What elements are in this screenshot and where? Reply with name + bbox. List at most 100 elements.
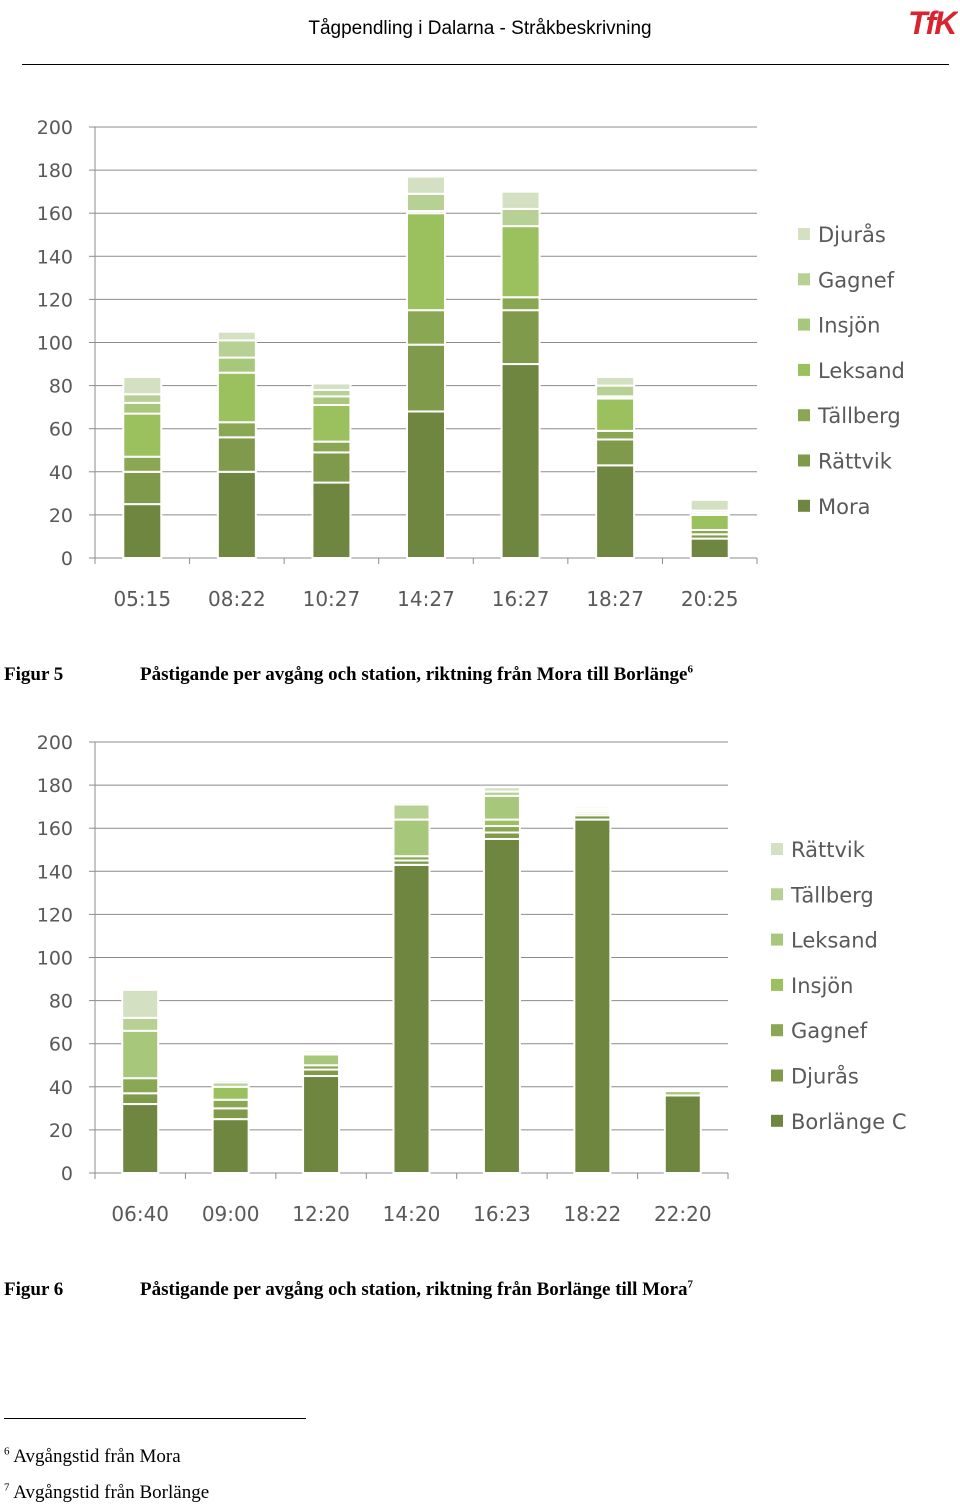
bar-segment (406, 175, 446, 195)
y-tick-label: 20 (49, 505, 73, 527)
y-tick-label: 40 (49, 1077, 73, 1099)
x-tick-label: 10:27 (303, 587, 361, 611)
header-rule (22, 64, 949, 65)
bar-segment (406, 212, 446, 312)
bar-segment (211, 1079, 250, 1084)
y-tick-label: 180 (37, 775, 73, 797)
bar-segment (311, 451, 352, 484)
chart-figur-6-svg: 0 20 40 60 80 100 120 140 160 180 200 06:40 09:00 12:… (37, 732, 907, 1226)
legend-label: Mora (818, 495, 870, 519)
bar-segment (595, 384, 636, 398)
bar-segment (689, 513, 730, 531)
bar-segment (392, 863, 431, 1175)
tfk-logo-text: TfK (908, 5, 958, 40)
bar-segment (500, 296, 541, 312)
figure-caption-text: Påstigande per avgång och station, riktn… (140, 1278, 693, 1300)
legend-label: Gagnef (791, 1019, 868, 1043)
y-tick-label: 60 (49, 419, 73, 441)
y-tick-label: 140 (37, 861, 73, 883)
bar-segment (482, 794, 521, 821)
bar-segment (595, 375, 636, 387)
legend-label: Tällberg (817, 404, 901, 428)
bar-segment (482, 837, 521, 1174)
bar-segment (595, 438, 636, 467)
y-tick-label: 60 (49, 1034, 73, 1056)
legend-swatch (798, 499, 810, 512)
bar-segment (500, 207, 541, 228)
legend-swatch (771, 888, 783, 901)
legend-swatch (771, 843, 783, 855)
bar-segment (500, 225, 541, 299)
y-tick-label: 100 (37, 333, 73, 355)
bar-segment (663, 1094, 702, 1175)
legend-label: Insjön (791, 974, 853, 998)
bar-segment (406, 309, 446, 346)
bar-segment (121, 1103, 160, 1175)
x-tick-label: 12:20 (292, 1202, 350, 1226)
footnote-7: 7 Avgångstid från Borlänge (4, 1482, 209, 1504)
x-tick-label: 09:00 (202, 1202, 260, 1226)
bar-segment (122, 470, 163, 506)
legend-swatch (798, 454, 810, 467)
legend-label: Rättvik (818, 450, 893, 474)
bar-segment (121, 988, 160, 1019)
legend-label: Insjön (818, 314, 880, 338)
bar-segment (216, 436, 257, 473)
legend-swatch (771, 978, 783, 991)
bar-segment (406, 410, 446, 559)
y-tick-label: 0 (61, 548, 73, 570)
footnote-ref: 6 (687, 663, 693, 676)
bar-segment (216, 339, 257, 359)
legend-swatch (771, 933, 783, 946)
legend-swatch (798, 273, 810, 286)
legend-swatch (798, 318, 810, 331)
footnote-text: Avgångstid från Borlänge (13, 1482, 210, 1503)
y-tick-label: 120 (37, 289, 73, 311)
bar-segment (500, 190, 541, 210)
x-tick-label: 18:27 (586, 587, 644, 611)
y-tick-label: 40 (49, 462, 73, 484)
footnote-number: 7 (4, 1481, 10, 1494)
header-title: Tågpendling i Dalarna - Stråkbeskrivning (308, 18, 652, 39)
legend-label: Gagnef (818, 268, 895, 292)
bar-segment (392, 801, 431, 806)
bar-segment (573, 805, 612, 810)
bar-segment (311, 481, 352, 560)
bar-segment (211, 1085, 250, 1101)
bar-segment (406, 343, 446, 413)
bar-segment (122, 393, 163, 404)
bar-segment (122, 412, 163, 458)
figure-number: Figur 5 (4, 664, 64, 685)
y-tick-label: 20 (49, 1120, 73, 1142)
bar-segment (122, 401, 163, 415)
legend-swatch (771, 1069, 783, 1082)
bar-segment (311, 440, 352, 454)
x-tick-label: 16:23 (473, 1202, 531, 1226)
footnote-text: Avgångstid från Mora (13, 1446, 181, 1467)
y-tick-label: 160 (37, 818, 73, 840)
y-tick-label: 0 (61, 1163, 73, 1185)
bar-segment (689, 498, 730, 512)
bar-segment (482, 786, 521, 793)
x-tick-label: 05:15 (113, 587, 171, 611)
legend-swatch (798, 409, 810, 422)
x-tick-label: 08:22 (208, 587, 266, 611)
y-tick-label: 180 (37, 160, 73, 182)
y-tick-label: 80 (49, 376, 73, 398)
bar-segment (211, 1107, 250, 1121)
bar-segment (302, 1053, 341, 1067)
bar-segment (121, 1077, 160, 1095)
bar-segment (311, 395, 352, 406)
bar-segment (302, 1075, 341, 1174)
bar-segment (311, 382, 352, 391)
bar-segment (663, 1090, 702, 1097)
bar-segment (500, 309, 541, 366)
legend-swatch (771, 1114, 783, 1127)
y-tick-label: 120 (37, 904, 73, 926)
legend-label: Djurås (791, 1064, 859, 1089)
x-tick-label: 14:20 (383, 1202, 441, 1226)
bar-segment (211, 1098, 250, 1110)
bar-segment (302, 1049, 341, 1054)
figure-number: Figur 6 (4, 1279, 64, 1300)
bar-segment (595, 429, 636, 441)
